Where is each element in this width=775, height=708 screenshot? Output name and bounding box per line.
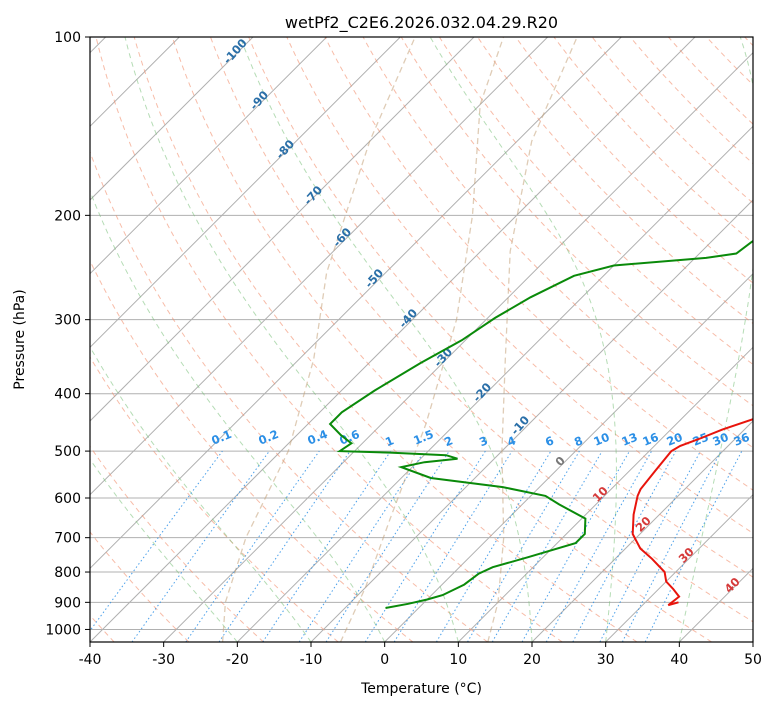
curve-line bbox=[339, 37, 505, 642]
y-tick-label: 400 bbox=[54, 387, 81, 403]
isotherm bbox=[605, 493, 753, 642]
x-axis-label: Temperature (°C) bbox=[360, 681, 482, 697]
mixing-ratio-line bbox=[90, 450, 223, 632]
dry-adiabat bbox=[400, 37, 753, 407]
x-tick-label: -20 bbox=[226, 652, 249, 668]
dry-adiabat bbox=[248, 37, 753, 578]
moist-adiabat bbox=[429, 37, 617, 642]
plot-area bbox=[90, 37, 753, 642]
mixing-ratio-line bbox=[572, 450, 677, 642]
y-tick-label: 300 bbox=[54, 313, 81, 329]
x-tick-label: 30 bbox=[597, 652, 615, 668]
moist-adiabat bbox=[124, 37, 459, 642]
dry-adiabat bbox=[90, 259, 414, 642]
dry-adiabat bbox=[286, 37, 753, 534]
mixing-ratio-line bbox=[467, 450, 580, 642]
x-tick-label: -30 bbox=[152, 652, 175, 668]
isotherm bbox=[90, 37, 549, 496]
y-tick-label: 600 bbox=[54, 491, 81, 507]
mixing-ratio-line bbox=[364, 450, 486, 642]
x-tick-label: 40 bbox=[670, 652, 688, 668]
isotherm bbox=[90, 37, 254, 201]
x-tick-label: 20 bbox=[523, 652, 541, 668]
isotherm bbox=[236, 125, 753, 642]
y-tick-label: 800 bbox=[54, 565, 81, 581]
dry-adiabat bbox=[324, 37, 753, 491]
isotherm bbox=[90, 37, 401, 349]
moist-adiabat bbox=[90, 458, 238, 642]
dry-adiabat bbox=[362, 37, 753, 449]
y-tick-label: 500 bbox=[54, 444, 81, 460]
y-tick-label: 1000 bbox=[45, 622, 81, 638]
mixing-ratio-label: 20 bbox=[664, 430, 684, 449]
profiles bbox=[328, 239, 753, 609]
moist-adiabat bbox=[90, 189, 386, 642]
isotherm bbox=[90, 37, 475, 422]
curve-line bbox=[487, 37, 578, 642]
dry-adiabat bbox=[133, 37, 638, 642]
isotherm bbox=[163, 51, 753, 642]
mixing-ratio-line bbox=[393, 450, 513, 642]
axes: -40 -30 -20 -10 0 10 20 30 40 50 100 200 300 400 500 60… bbox=[45, 30, 762, 668]
y-axis-label: Pressure (hPa) bbox=[12, 289, 28, 389]
mixing-ratio-line bbox=[325, 450, 450, 642]
curve-line bbox=[221, 37, 416, 642]
mixing-ratio-line bbox=[218, 450, 351, 642]
mixing-ratio-line bbox=[131, 450, 270, 642]
dry-adiabat bbox=[95, 37, 563, 642]
isotherm bbox=[90, 37, 696, 642]
mixing-ratio-label: 30 bbox=[710, 430, 730, 449]
mixing-ratio-line bbox=[185, 450, 320, 642]
isotherm bbox=[531, 420, 753, 642]
mixing-ratio-label: 16 bbox=[640, 430, 660, 449]
dewpoint-profile bbox=[328, 239, 753, 609]
temperature-profile bbox=[631, 418, 753, 607]
x-tick-label: 10 bbox=[449, 652, 467, 668]
mixing-ratio-line bbox=[491, 450, 603, 642]
y-tick-label: 900 bbox=[54, 595, 81, 611]
moist-adiabat bbox=[90, 346, 312, 642]
x-tick-label: 50 bbox=[744, 652, 762, 668]
mixing-ratio-label: 36 bbox=[731, 430, 751, 449]
isotherm bbox=[90, 37, 622, 570]
mixing-ratio-label: 10 bbox=[591, 430, 611, 449]
y-tick-label: 100 bbox=[54, 30, 81, 46]
isotherm bbox=[384, 272, 753, 642]
dry-adiabat bbox=[210, 37, 753, 623]
chart-title: wetPf2_C2E6.2026.032.04.29.R20 bbox=[285, 13, 558, 33]
mixing-ratio-line bbox=[435, 450, 552, 642]
isotherm bbox=[90, 37, 328, 275]
dry-adiabat bbox=[438, 37, 753, 365]
y-tick-label: 200 bbox=[54, 208, 81, 224]
x-tick-label: -10 bbox=[300, 652, 323, 668]
dry-adiabat bbox=[90, 531, 190, 642]
x-tick-label: -40 bbox=[79, 652, 102, 668]
isotherm bbox=[457, 346, 753, 642]
x-tick-label: 0 bbox=[380, 652, 389, 668]
plot-frame bbox=[89, 36, 754, 643]
y-tick-label: 700 bbox=[54, 531, 81, 547]
mixing-ratio-label: 13 bbox=[619, 430, 639, 449]
mixing-ratio-line bbox=[521, 450, 630, 642]
mixing-ratio-line bbox=[545, 450, 653, 642]
